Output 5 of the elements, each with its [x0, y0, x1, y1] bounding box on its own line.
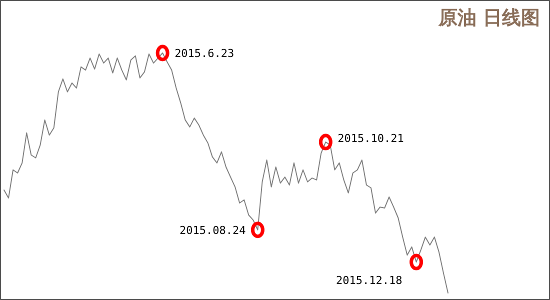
- annotation: 2015.6.23: [174, 47, 234, 60]
- annotation: 2015.10.21: [338, 132, 404, 146]
- annotation: 2015.08.24: [179, 224, 246, 237]
- text: 原油 日线图: [437, 7, 540, 29]
- annotation: 2015.12.18: [336, 274, 402, 288]
